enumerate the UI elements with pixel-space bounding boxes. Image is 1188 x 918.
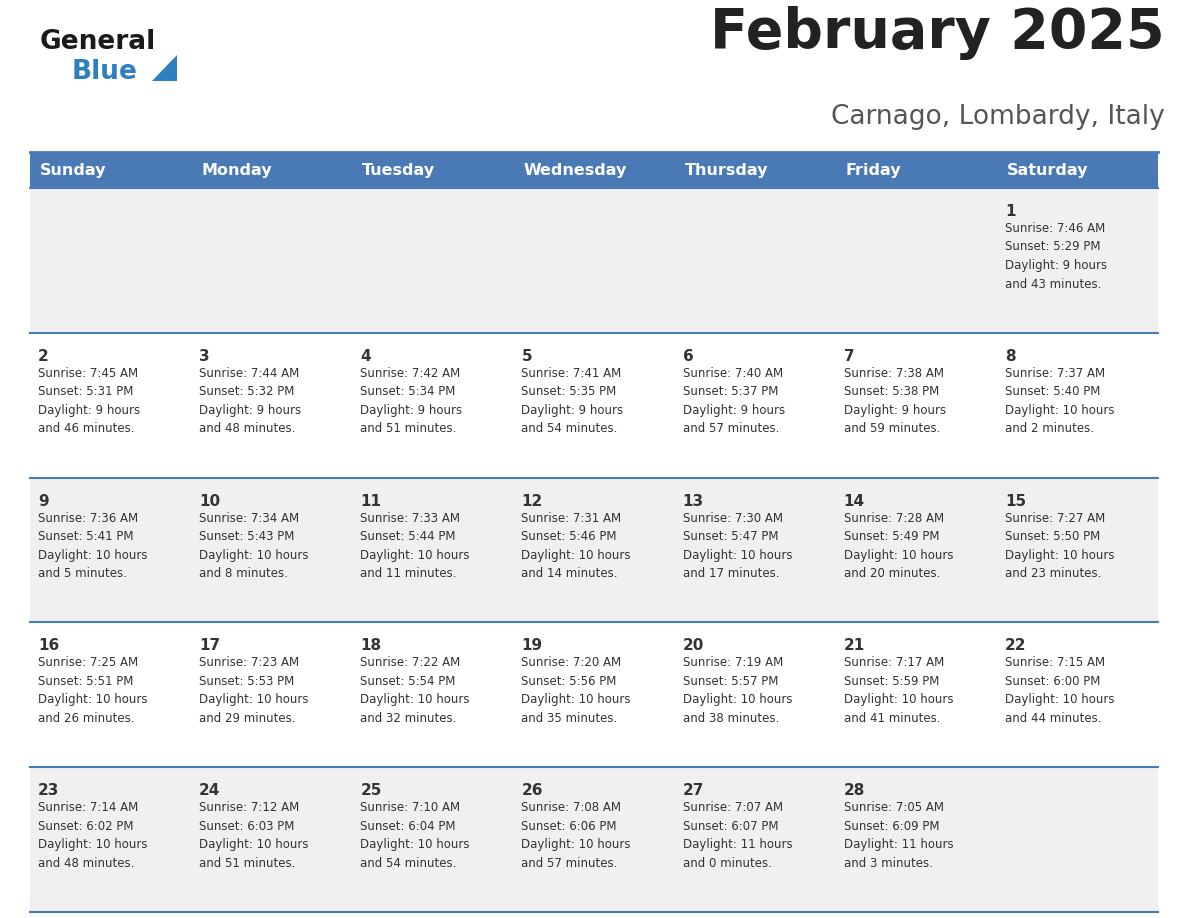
Text: Sunrise: 7:46 AM
Sunset: 5:29 PM
Daylight: 9 hours
and 43 minutes.: Sunrise: 7:46 AM Sunset: 5:29 PM Dayligh…: [1005, 222, 1107, 290]
Text: Wednesday: Wednesday: [524, 162, 627, 177]
Bar: [30, 152, 191, 188]
Bar: [353, 152, 513, 188]
Text: 19: 19: [522, 638, 543, 654]
Text: 14: 14: [843, 494, 865, 509]
Text: Thursday: Thursday: [684, 162, 769, 177]
Text: 2: 2: [38, 349, 49, 364]
Bar: [30, 622, 1158, 767]
Text: Sunrise: 7:15 AM
Sunset: 6:00 PM
Daylight: 10 hours
and 44 minutes.: Sunrise: 7:15 AM Sunset: 6:00 PM Dayligh…: [1005, 656, 1114, 725]
Text: 25: 25: [360, 783, 381, 798]
Text: Sunrise: 7:10 AM
Sunset: 6:04 PM
Daylight: 10 hours
and 54 minutes.: Sunrise: 7:10 AM Sunset: 6:04 PM Dayligh…: [360, 801, 469, 869]
Text: 1: 1: [1005, 204, 1016, 219]
Text: Sunrise: 7:37 AM
Sunset: 5:40 PM
Daylight: 10 hours
and 2 minutes.: Sunrise: 7:37 AM Sunset: 5:40 PM Dayligh…: [1005, 367, 1114, 435]
Text: Saturday: Saturday: [1007, 162, 1088, 177]
Text: Sunrise: 7:12 AM
Sunset: 6:03 PM
Daylight: 10 hours
and 51 minutes.: Sunrise: 7:12 AM Sunset: 6:03 PM Dayligh…: [200, 801, 309, 869]
Text: 26: 26: [522, 783, 543, 798]
Text: 5: 5: [522, 349, 532, 364]
Text: 24: 24: [200, 783, 221, 798]
Text: Sunrise: 7:19 AM
Sunset: 5:57 PM
Daylight: 10 hours
and 38 minutes.: Sunrise: 7:19 AM Sunset: 5:57 PM Dayligh…: [683, 656, 792, 725]
Text: 11: 11: [360, 494, 381, 509]
Text: Sunrise: 7:07 AM
Sunset: 6:07 PM
Daylight: 11 hours
and 0 minutes.: Sunrise: 7:07 AM Sunset: 6:07 PM Dayligh…: [683, 801, 792, 869]
Text: Sunrise: 7:42 AM
Sunset: 5:34 PM
Daylight: 9 hours
and 51 minutes.: Sunrise: 7:42 AM Sunset: 5:34 PM Dayligh…: [360, 367, 462, 435]
Text: Sunrise: 7:27 AM
Sunset: 5:50 PM
Daylight: 10 hours
and 23 minutes.: Sunrise: 7:27 AM Sunset: 5:50 PM Dayligh…: [1005, 511, 1114, 580]
Text: 6: 6: [683, 349, 694, 364]
Text: Sunrise: 7:31 AM
Sunset: 5:46 PM
Daylight: 10 hours
and 14 minutes.: Sunrise: 7:31 AM Sunset: 5:46 PM Dayligh…: [522, 511, 631, 580]
Text: 3: 3: [200, 349, 210, 364]
Text: 15: 15: [1005, 494, 1026, 509]
Text: 12: 12: [522, 494, 543, 509]
Text: 8: 8: [1005, 349, 1016, 364]
Text: 17: 17: [200, 638, 220, 654]
Text: Sunrise: 7:23 AM
Sunset: 5:53 PM
Daylight: 10 hours
and 29 minutes.: Sunrise: 7:23 AM Sunset: 5:53 PM Dayligh…: [200, 656, 309, 725]
Bar: [30, 333, 1158, 477]
Bar: [30, 767, 1158, 912]
Bar: [513, 152, 675, 188]
Text: Sunrise: 7:25 AM
Sunset: 5:51 PM
Daylight: 10 hours
and 26 minutes.: Sunrise: 7:25 AM Sunset: 5:51 PM Dayligh…: [38, 656, 147, 725]
Text: 4: 4: [360, 349, 371, 364]
Bar: [675, 152, 835, 188]
Text: Sunrise: 7:17 AM
Sunset: 5:59 PM
Daylight: 10 hours
and 41 minutes.: Sunrise: 7:17 AM Sunset: 5:59 PM Dayligh…: [843, 656, 953, 725]
Text: Sunrise: 7:38 AM
Sunset: 5:38 PM
Daylight: 9 hours
and 59 minutes.: Sunrise: 7:38 AM Sunset: 5:38 PM Dayligh…: [843, 367, 946, 435]
Text: Friday: Friday: [846, 162, 902, 177]
Text: February 2025: February 2025: [710, 6, 1165, 60]
Text: 23: 23: [38, 783, 59, 798]
Text: 13: 13: [683, 494, 703, 509]
Text: Sunrise: 7:41 AM
Sunset: 5:35 PM
Daylight: 9 hours
and 54 minutes.: Sunrise: 7:41 AM Sunset: 5:35 PM Dayligh…: [522, 367, 624, 435]
Text: Sunrise: 7:40 AM
Sunset: 5:37 PM
Daylight: 9 hours
and 57 minutes.: Sunrise: 7:40 AM Sunset: 5:37 PM Dayligh…: [683, 367, 785, 435]
Text: Sunday: Sunday: [40, 162, 107, 177]
Bar: [997, 152, 1158, 188]
Text: Monday: Monday: [201, 162, 272, 177]
Text: Tuesday: Tuesday: [362, 162, 436, 177]
Text: Sunrise: 7:28 AM
Sunset: 5:49 PM
Daylight: 10 hours
and 20 minutes.: Sunrise: 7:28 AM Sunset: 5:49 PM Dayligh…: [843, 511, 953, 580]
Text: Sunrise: 7:33 AM
Sunset: 5:44 PM
Daylight: 10 hours
and 11 minutes.: Sunrise: 7:33 AM Sunset: 5:44 PM Dayligh…: [360, 511, 469, 580]
Text: Sunrise: 7:34 AM
Sunset: 5:43 PM
Daylight: 10 hours
and 8 minutes.: Sunrise: 7:34 AM Sunset: 5:43 PM Dayligh…: [200, 511, 309, 580]
Text: 16: 16: [38, 638, 59, 654]
Text: Sunrise: 7:20 AM
Sunset: 5:56 PM
Daylight: 10 hours
and 35 minutes.: Sunrise: 7:20 AM Sunset: 5:56 PM Dayligh…: [522, 656, 631, 725]
Text: Sunrise: 7:44 AM
Sunset: 5:32 PM
Daylight: 9 hours
and 48 minutes.: Sunrise: 7:44 AM Sunset: 5:32 PM Dayligh…: [200, 367, 302, 435]
Text: 9: 9: [38, 494, 49, 509]
Text: Sunrise: 7:30 AM
Sunset: 5:47 PM
Daylight: 10 hours
and 17 minutes.: Sunrise: 7:30 AM Sunset: 5:47 PM Dayligh…: [683, 511, 792, 580]
Text: Sunrise: 7:22 AM
Sunset: 5:54 PM
Daylight: 10 hours
and 32 minutes.: Sunrise: 7:22 AM Sunset: 5:54 PM Dayligh…: [360, 656, 469, 725]
Text: 28: 28: [843, 783, 865, 798]
Text: Sunrise: 7:08 AM
Sunset: 6:06 PM
Daylight: 10 hours
and 57 minutes.: Sunrise: 7:08 AM Sunset: 6:06 PM Dayligh…: [522, 801, 631, 869]
Text: 20: 20: [683, 638, 704, 654]
Text: General: General: [40, 29, 157, 55]
Text: 21: 21: [843, 638, 865, 654]
Text: Blue: Blue: [72, 59, 138, 85]
Bar: [30, 188, 1158, 333]
Text: Sunrise: 7:05 AM
Sunset: 6:09 PM
Daylight: 11 hours
and 3 minutes.: Sunrise: 7:05 AM Sunset: 6:09 PM Dayligh…: [843, 801, 953, 869]
Bar: [835, 152, 997, 188]
Text: 7: 7: [843, 349, 854, 364]
Text: 27: 27: [683, 783, 704, 798]
Text: 10: 10: [200, 494, 220, 509]
Text: Sunrise: 7:45 AM
Sunset: 5:31 PM
Daylight: 9 hours
and 46 minutes.: Sunrise: 7:45 AM Sunset: 5:31 PM Dayligh…: [38, 367, 140, 435]
Text: 22: 22: [1005, 638, 1026, 654]
Text: 18: 18: [360, 638, 381, 654]
Bar: [191, 152, 353, 188]
Bar: [30, 477, 1158, 622]
Polygon shape: [152, 55, 177, 81]
Text: Sunrise: 7:14 AM
Sunset: 6:02 PM
Daylight: 10 hours
and 48 minutes.: Sunrise: 7:14 AM Sunset: 6:02 PM Dayligh…: [38, 801, 147, 869]
Text: Carnago, Lombardy, Italy: Carnago, Lombardy, Italy: [832, 104, 1165, 130]
Text: Sunrise: 7:36 AM
Sunset: 5:41 PM
Daylight: 10 hours
and 5 minutes.: Sunrise: 7:36 AM Sunset: 5:41 PM Dayligh…: [38, 511, 147, 580]
